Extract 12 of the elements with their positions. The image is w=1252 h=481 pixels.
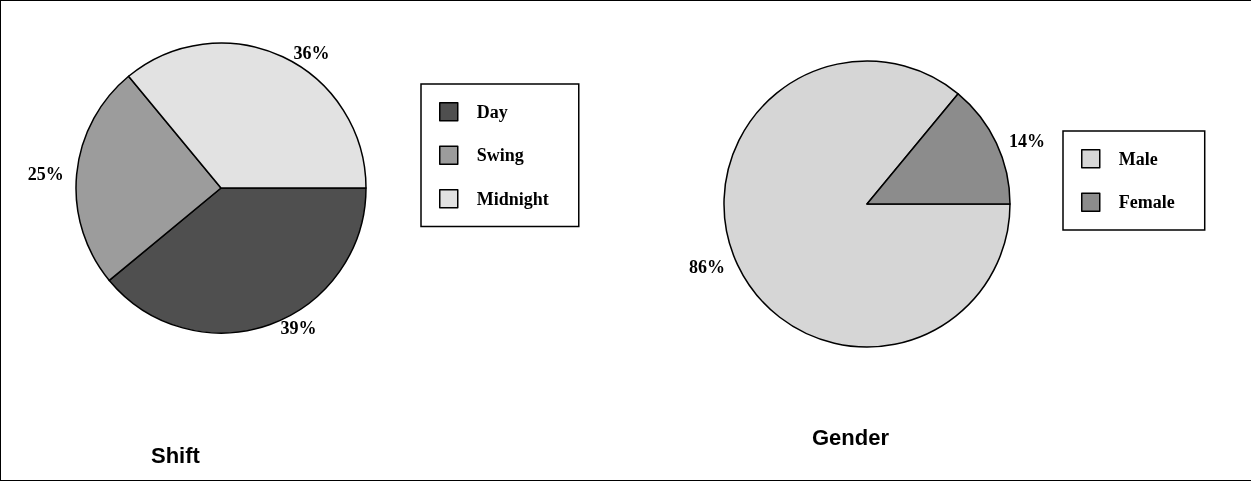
text: Gender [812, 424, 890, 450]
legend-label: Day [476, 101, 508, 122]
legend-label: Female [1118, 192, 1175, 213]
legend-label: Midnight [476, 188, 549, 209]
data-label: 14% [1009, 131, 1046, 152]
data-label: 86% [688, 256, 725, 277]
legend-label: Swing [476, 145, 524, 166]
data-label: 25% [27, 163, 64, 184]
data-label: 36% [293, 43, 330, 64]
legend-label: Male [1118, 148, 1158, 169]
data-label: 39% [280, 318, 317, 339]
text: Shift [151, 442, 201, 468]
